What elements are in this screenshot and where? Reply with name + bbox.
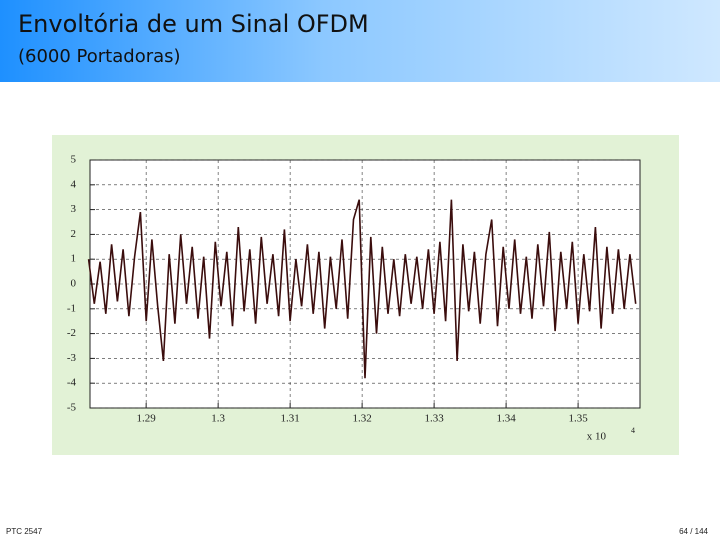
footer-left: PTC 2547 xyxy=(6,527,43,536)
y-tick-label: -3 xyxy=(67,352,77,364)
x-tick-label: 1.3 xyxy=(211,413,225,425)
y-tick-label: 5 xyxy=(71,154,77,166)
y-tick-label: 4 xyxy=(71,178,77,190)
y-tick-label: 1 xyxy=(71,253,77,265)
y-tick-label: -2 xyxy=(67,327,76,339)
y-tick-label: 3 xyxy=(71,203,77,215)
y-tick-label: 2 xyxy=(71,228,77,240)
page-number: 64 / 144 xyxy=(679,527,708,536)
x-axis-exponent: 4 xyxy=(631,426,635,435)
x-tick-label: 1.31 xyxy=(281,413,300,425)
signal-line xyxy=(87,199,637,379)
x-tick-label: 1.35 xyxy=(568,413,588,425)
x-axis-multiplier: x 10 xyxy=(587,431,607,443)
x-tick-label: 1.33 xyxy=(424,413,444,425)
x-tick-label: 1.29 xyxy=(137,413,157,425)
x-tick-label: 1.34 xyxy=(496,413,516,425)
slide-title: Envoltória de um Sinal OFDM xyxy=(18,10,369,38)
x-tick-label: 1.32 xyxy=(352,413,371,425)
y-tick-label: 0 xyxy=(71,278,77,290)
y-tick-label: -5 xyxy=(67,402,77,414)
y-tick-label: -1 xyxy=(67,302,76,314)
slide-subtitle: (6000 Portadoras) xyxy=(18,46,181,67)
y-tick-label: -4 xyxy=(67,377,77,389)
header-band xyxy=(0,0,720,82)
